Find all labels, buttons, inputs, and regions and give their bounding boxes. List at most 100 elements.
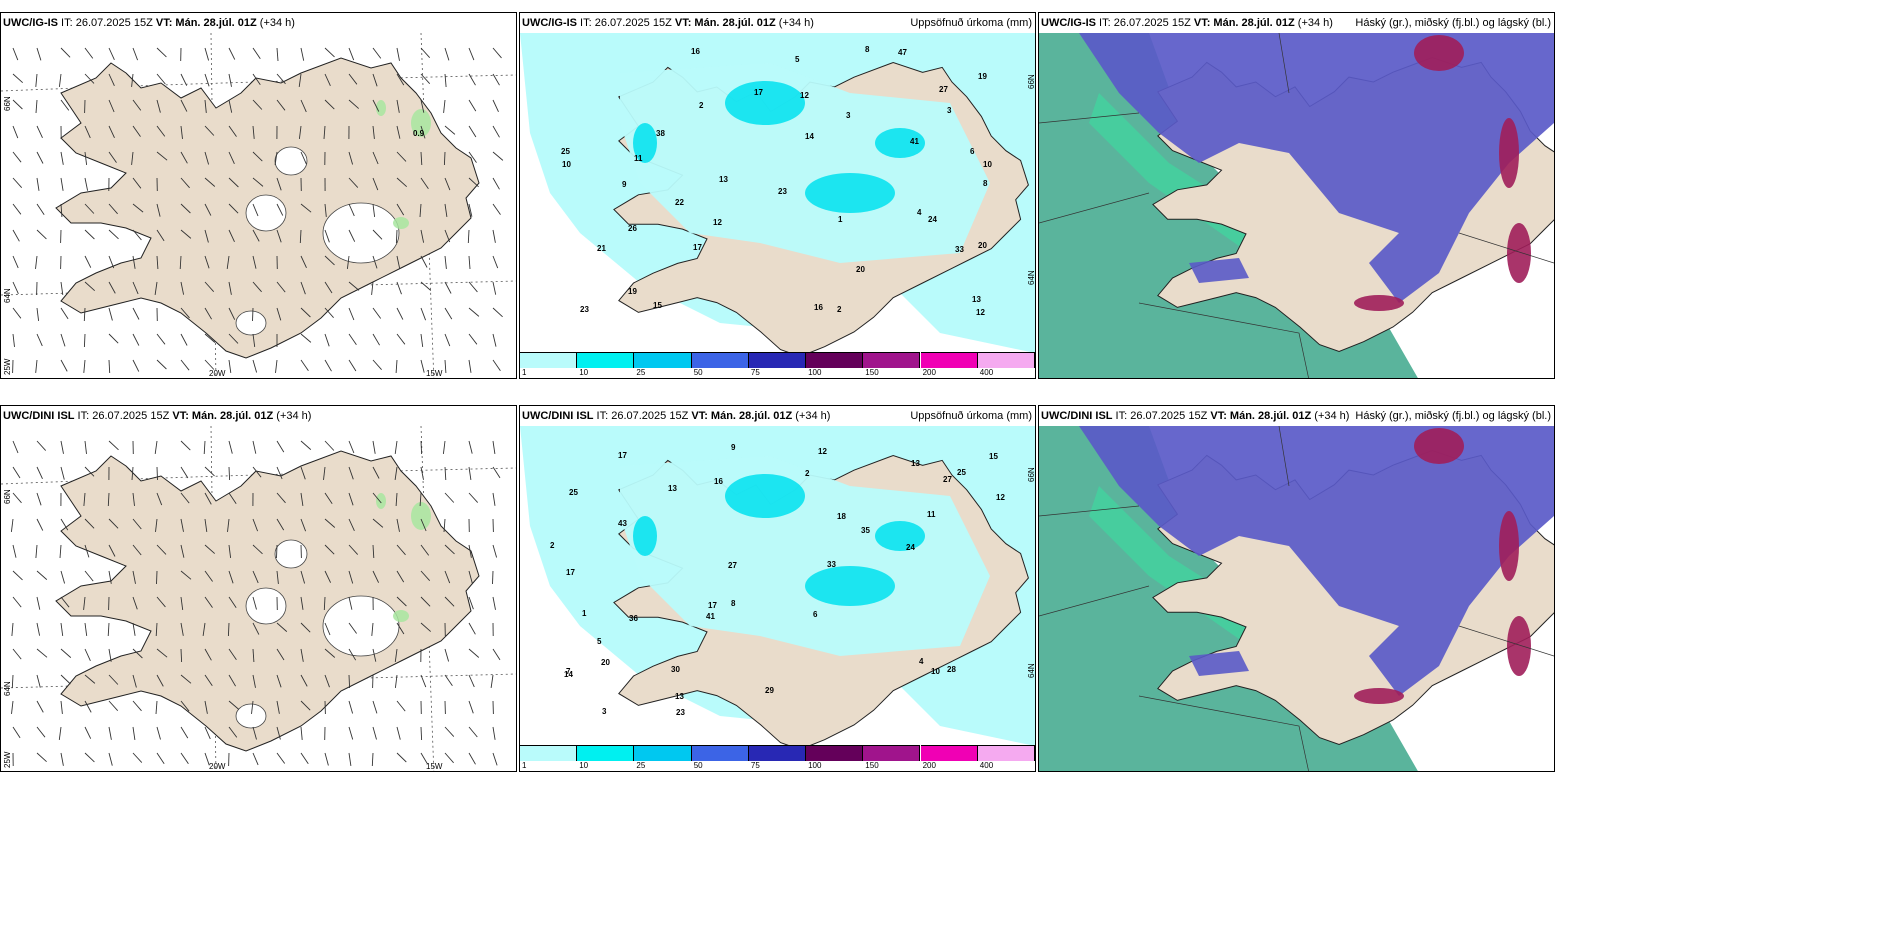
- wind-barb: [372, 203, 376, 217]
- wind-barb: [324, 570, 332, 583]
- wind-barb: [492, 47, 502, 59]
- wind-barb: [204, 177, 216, 187]
- wind-barb: [12, 440, 19, 454]
- wind-barb: [443, 99, 446, 113]
- precip-value: 17: [618, 451, 627, 460]
- wind-barb: [492, 99, 499, 112]
- wind-barb: [226, 255, 230, 269]
- wind-barb: [348, 229, 356, 242]
- wind-barb: [420, 99, 425, 113]
- wind-barb: [60, 281, 64, 295]
- wind-barb: [396, 255, 401, 269]
- glacier: [322, 595, 400, 657]
- wind-barb: [276, 518, 285, 531]
- precip-value: 41: [910, 137, 919, 146]
- glacier: [322, 202, 400, 264]
- wind-barb: [132, 544, 142, 556]
- wind-barb: [420, 177, 429, 189]
- wind-barb: [396, 333, 406, 345]
- valid-time: VT: Mán. 28.júl. 01Z: [674, 17, 776, 29]
- precip-value: 47: [898, 48, 907, 57]
- colorbar-cell: [577, 352, 635, 368]
- precip-value: 17: [754, 88, 763, 97]
- wind-barb: [83, 492, 86, 507]
- wind-barb: [300, 726, 303, 740]
- glacier: [274, 539, 308, 569]
- wind-barb: [444, 726, 455, 737]
- wind-barb: [300, 596, 304, 610]
- mid-cloud-patch: [1189, 258, 1249, 283]
- colorbar-label: 400: [979, 761, 994, 770]
- wind-barb: [156, 752, 165, 765]
- wind-barb: [420, 73, 431, 85]
- wind-barb: [12, 125, 19, 139]
- panel-header: UWC/DINI ISL IT: 26.07.2025 15Z VT: Mán.…: [520, 406, 1035, 426]
- wind-barb: [156, 151, 168, 161]
- precip-spot: [376, 100, 386, 116]
- colorbar-cell: [691, 352, 749, 368]
- precip-value: 2: [837, 305, 842, 314]
- wind-barb: [468, 440, 473, 454]
- mid-cloud-patch: [1189, 651, 1249, 676]
- wind-barb: [12, 333, 15, 347]
- wind-barb: [156, 466, 158, 481]
- wind-barb: [228, 151, 235, 164]
- mid-cloud-area: [1079, 426, 1554, 696]
- wind-barb: [252, 177, 264, 187]
- wind-barb: [228, 674, 236, 687]
- wind-barb: [252, 333, 256, 347]
- wind-barb: [468, 333, 478, 345]
- wind-barb: [252, 203, 259, 217]
- wind-barb: [11, 700, 14, 714]
- wind-barb: [228, 359, 232, 373]
- wind-barb: [108, 518, 119, 529]
- precip-value: 16: [691, 47, 700, 56]
- wind-barb: [348, 47, 355, 61]
- wind-barb: [468, 596, 474, 610]
- colorbar-cell: [748, 352, 807, 368]
- wind-barb: [36, 440, 47, 451]
- wind-barb: [108, 570, 112, 584]
- wind-barb: [180, 492, 190, 504]
- wind-barb: [36, 203, 45, 216]
- precip-value: 12: [800, 91, 809, 100]
- wind-barb: [276, 307, 282, 321]
- precip-core: [805, 173, 895, 213]
- panel-header: UWC/IG-IS IT: 26.07.2025 15Z VT: Mán. 28…: [1, 13, 516, 33]
- wind-barb: [35, 359, 38, 373]
- wind-barb: [35, 73, 38, 87]
- wind-barb: [468, 674, 475, 688]
- wind-barbs: [10, 440, 501, 767]
- wind-barb: [156, 726, 161, 740]
- wind-barb: [300, 518, 307, 532]
- colorbar-label: 1: [522, 761, 527, 770]
- wind-barb: [36, 47, 42, 61]
- wind-barb: [252, 307, 254, 322]
- precip-value: 20: [856, 265, 865, 274]
- precip-value: 18: [837, 512, 846, 521]
- wind-barb: [444, 281, 452, 294]
- lon-label-25: 25W: [3, 751, 12, 768]
- precip-area-land: [620, 456, 990, 656]
- map-panel-0-0: UWC/IG-IS IT: 26.07.2025 15Z VT: Mán. 28…: [0, 12, 517, 379]
- wind-barb: [300, 622, 311, 633]
- wind-barb: [252, 151, 263, 162]
- wind-barb: [155, 700, 158, 715]
- wind-barb: [468, 492, 479, 503]
- wind-barb: [276, 648, 285, 661]
- colorbar-label: 100: [808, 761, 822, 770]
- precip-value: 27: [939, 85, 948, 94]
- wind-barb: [276, 726, 281, 740]
- wind-barb: [276, 99, 286, 111]
- wind-barb: [36, 492, 42, 506]
- wind-barb: [276, 674, 282, 688]
- lon-label-15: 15W: [426, 369, 443, 378]
- wind-barb: [492, 307, 503, 318]
- wind-barb: [10, 518, 14, 532]
- wind-barb: [420, 359, 425, 373]
- lat-label-64: 64N: [3, 288, 12, 303]
- wind-barb: [252, 229, 260, 242]
- colorbar-label: 200: [922, 368, 936, 377]
- map-panel-1-1: UWC/DINI ISL IT: 26.07.2025 15Z VT: Mán.…: [519, 405, 1036, 772]
- precip-value: 6: [813, 610, 818, 619]
